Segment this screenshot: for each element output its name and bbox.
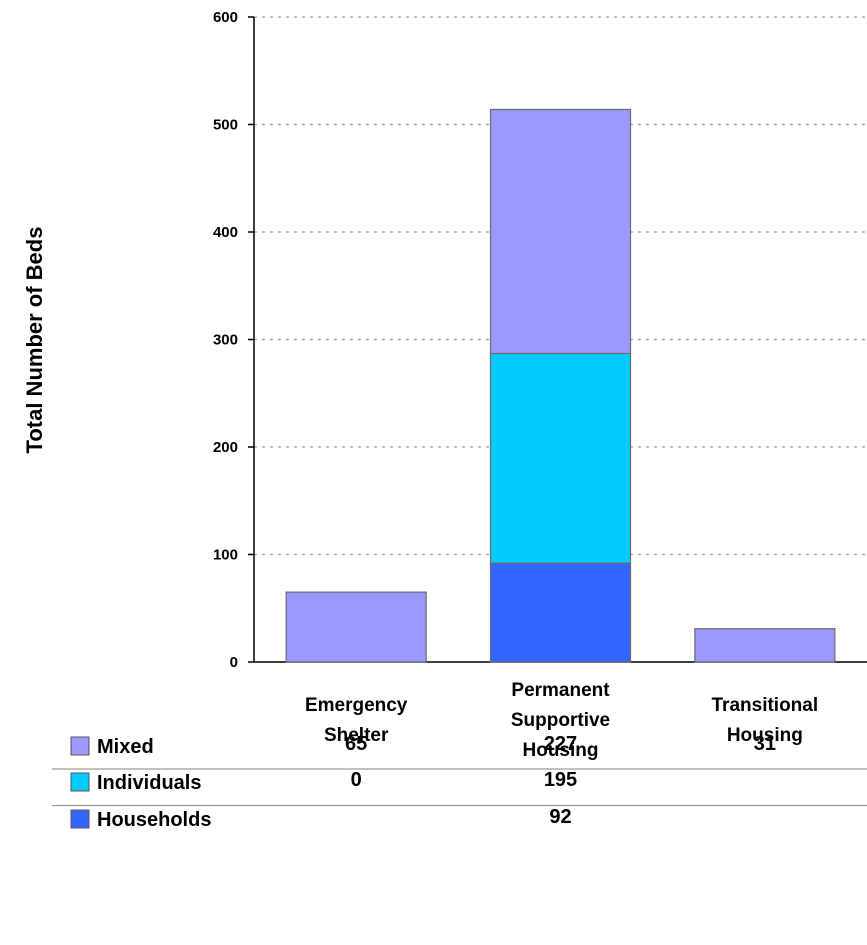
table-value: 31 [754,733,776,755]
bar-segment-individuals [489,352,632,564]
table-value: 227 [544,733,577,755]
legend-label-households: Households [97,809,211,831]
table-value: 0 [351,769,362,791]
legend-key-mixed [70,736,90,756]
legend-key-households [70,809,90,829]
table-value: 195 [544,769,577,791]
bar-segment-mixed [285,591,427,663]
legend-key-individuals [70,772,90,792]
y-axis-label: Total Number of Beds [22,227,47,454]
table-value: 65 [345,733,367,755]
category-label: Permanent Supportive Housing [511,680,610,761]
bar-segment-households [489,562,632,663]
y-tick-label: 200 [213,439,238,456]
y-tick-label: 300 [213,332,238,349]
y-tick-label: 100 [213,547,238,564]
bar-segment-mixed [489,108,632,355]
y-tick-label: 600 [213,9,238,26]
bars [285,108,836,663]
y-tick-label: 400 [213,224,238,241]
category-label: Transitional Housing [712,695,819,746]
bar-segment-mixed [694,628,836,663]
category-label: Emergency Shelter [305,695,408,746]
y-tick-label: 500 [213,117,238,134]
y-tick-label: 0 [230,654,238,671]
legend-label-individuals: Individuals [97,772,201,794]
table-value: 92 [549,806,571,828]
category-labels: Emergency Shelter Permanent Supportive Housi… [305,680,818,761]
legend-label-mixed: Mixed [97,736,154,758]
data-table: Mixed 65 227 31 Individuals 0 195 Households 92 [52,733,867,831]
